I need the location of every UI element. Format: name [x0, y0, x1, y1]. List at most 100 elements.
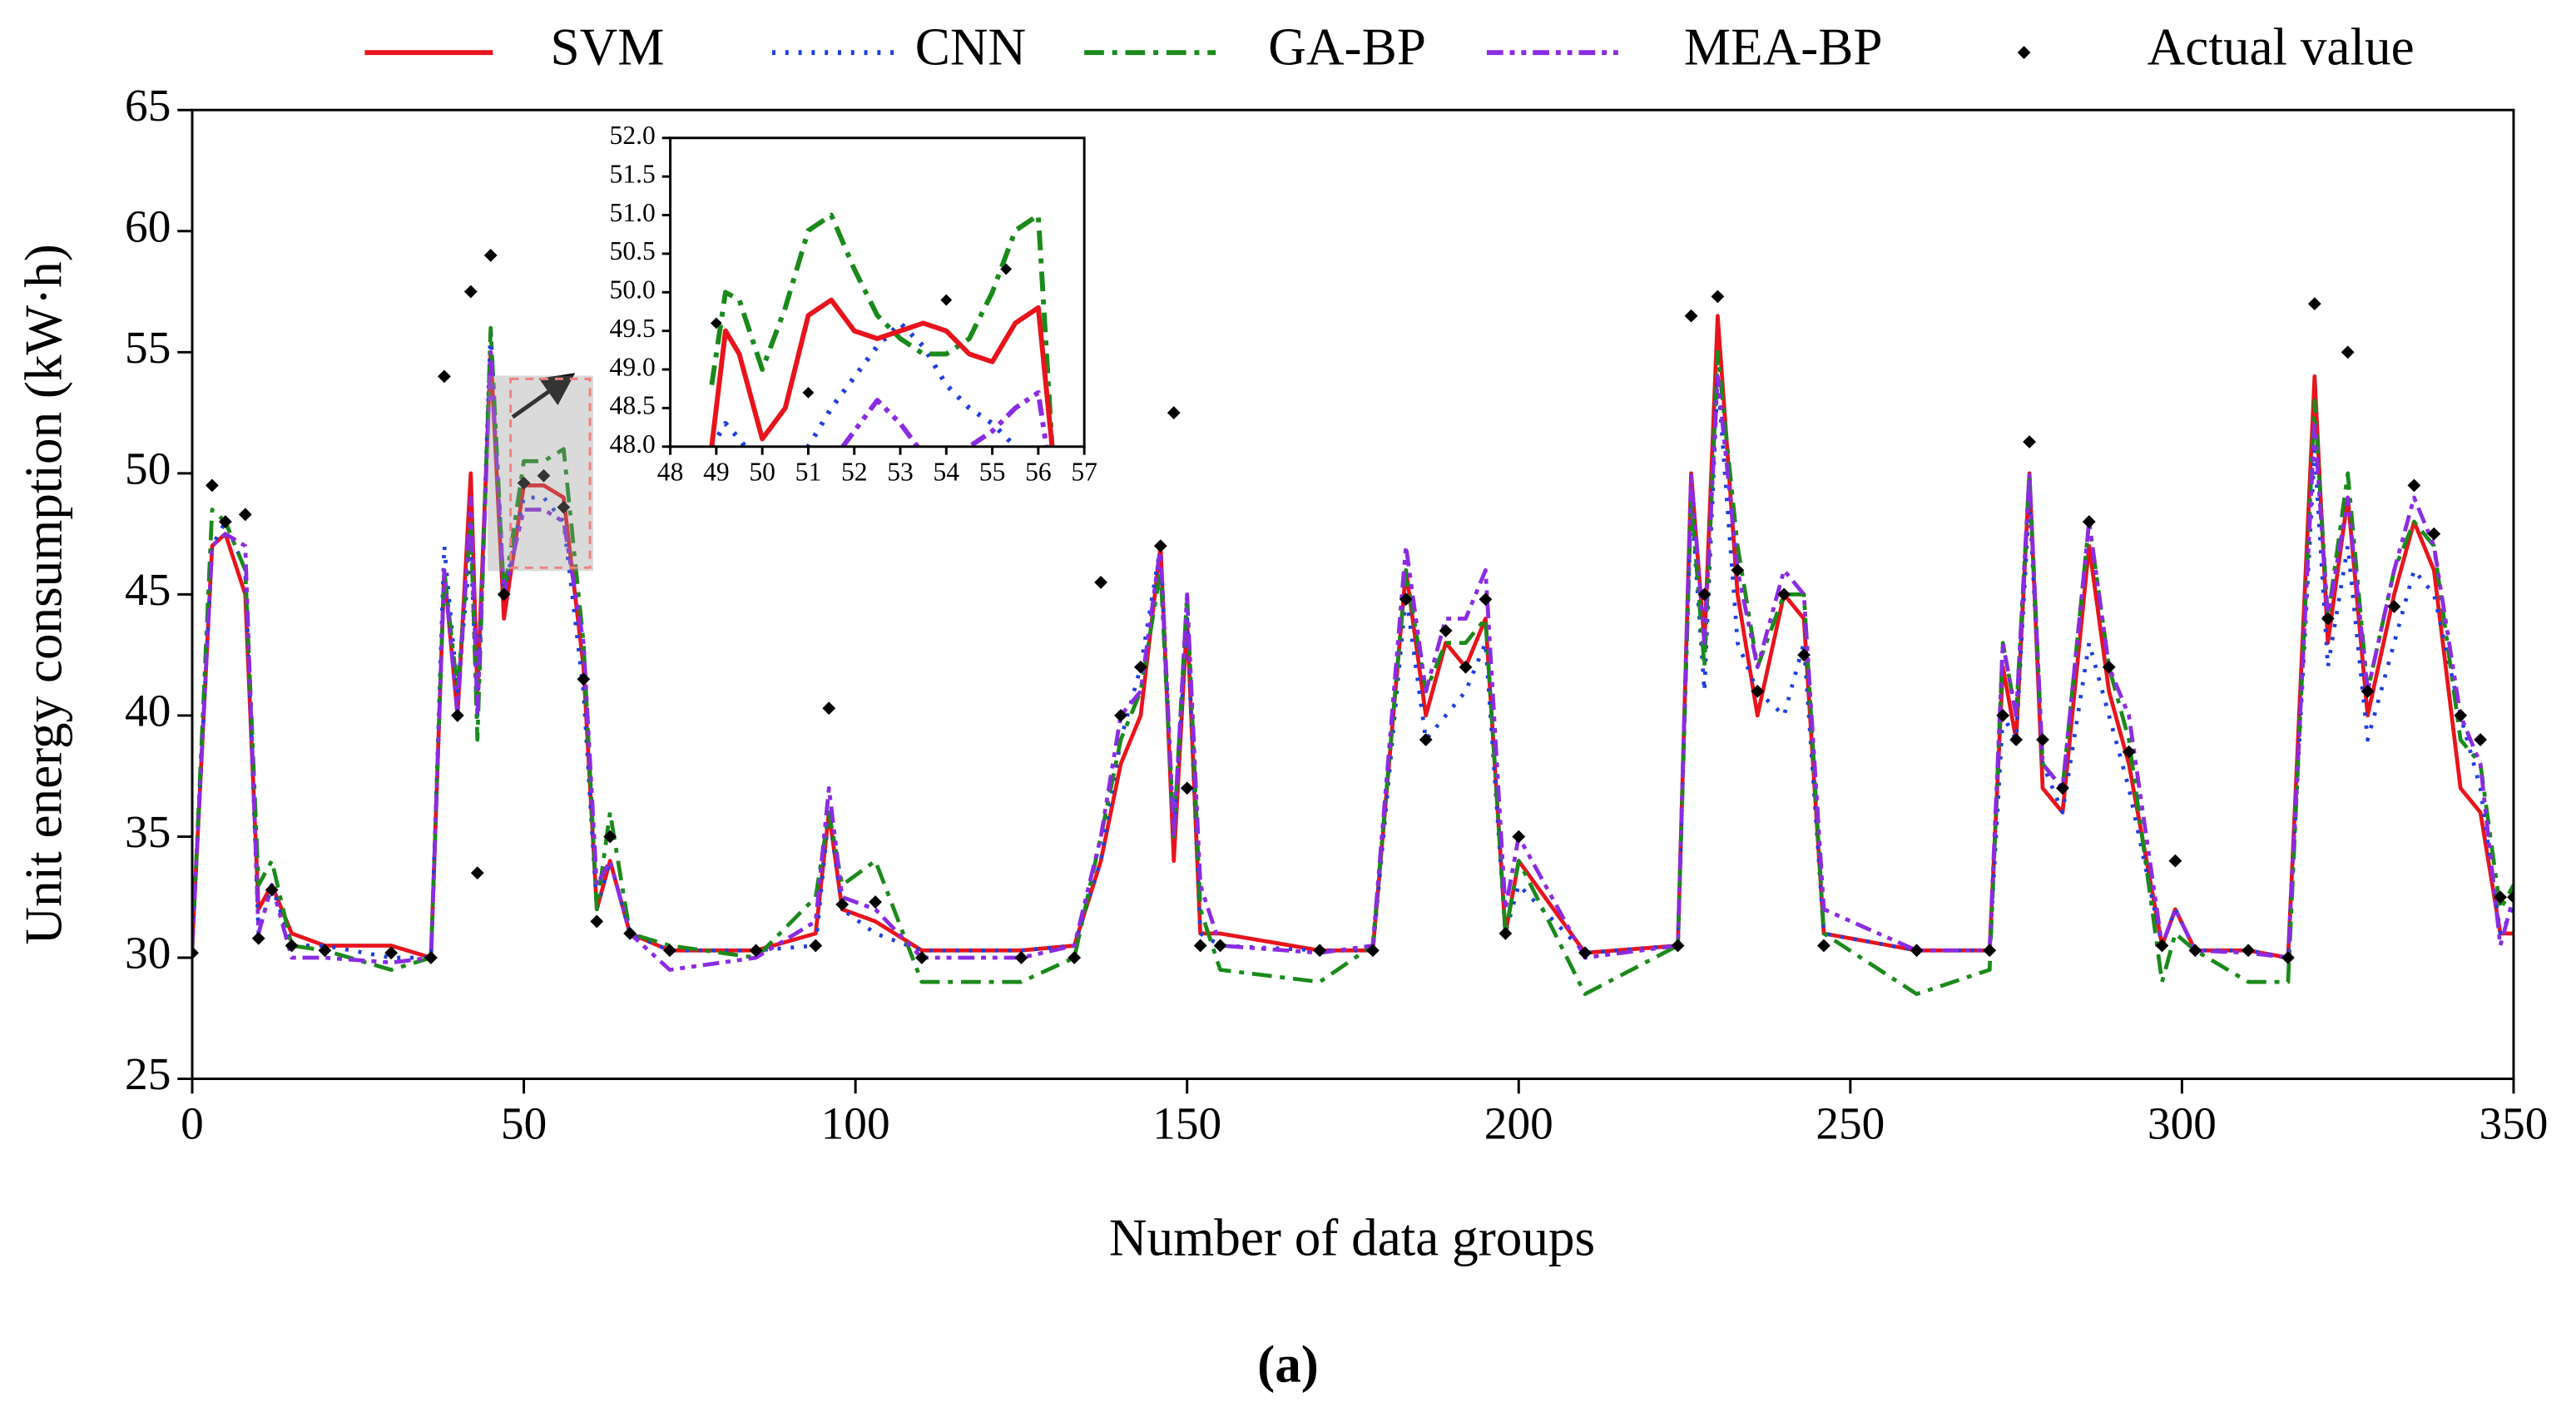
- actual-point: [1134, 660, 1147, 674]
- actual-point: [470, 866, 484, 880]
- actual-point: [2341, 345, 2355, 359]
- actual-point: [318, 944, 332, 958]
- x-tick-label: 56: [1025, 458, 1052, 487]
- actual-point: [384, 946, 399, 960]
- actual-point: [1910, 944, 1924, 958]
- x-tick-label: 200: [1484, 1097, 1553, 1148]
- plot-area: [192, 248, 2514, 997]
- actual-point: [1399, 592, 1413, 607]
- y-tick-label: 30: [125, 928, 171, 979]
- x-tick-label: 55: [979, 458, 1006, 487]
- actual-point: [2494, 890, 2507, 904]
- actual-point: [2307, 297, 2321, 310]
- actual-point: [2242, 944, 2256, 958]
- actual-point: [1711, 290, 1725, 304]
- actual-point: [2454, 709, 2468, 722]
- actual-point: [483, 248, 498, 262]
- y-tick-label: 48.0: [610, 429, 656, 458]
- legend-label: GA-BP: [1268, 18, 1426, 77]
- actual-point: [497, 587, 511, 602]
- actual-point: [2082, 515, 2096, 528]
- actual-point: [1479, 592, 1493, 607]
- actual-point: [265, 883, 279, 897]
- actual-point: [1983, 944, 1997, 958]
- legend-label: CNN: [915, 18, 1026, 77]
- actual-point: [1419, 733, 1433, 746]
- actual-point: [577, 672, 591, 686]
- zoom-region: [487, 375, 594, 572]
- actual-point: [2009, 733, 2024, 746]
- x-tick-label: 57: [1071, 458, 1097, 487]
- actual-point: [940, 294, 953, 306]
- x-tick-label: 150: [1152, 1097, 1221, 1148]
- legend-label: Actual value: [2147, 18, 2415, 77]
- y-tick-label: 49.0: [610, 352, 656, 381]
- series-line: [192, 325, 2514, 997]
- legend-label: SVM: [550, 18, 664, 77]
- actual-point: [1366, 944, 1380, 958]
- plot-frame: [191, 108, 2515, 1081]
- actual-point: [1094, 575, 1107, 589]
- actual-point: [2023, 435, 2036, 448]
- actual-point: [1817, 939, 1830, 953]
- actual-point: [285, 939, 299, 953]
- actual-point: [1751, 684, 1765, 698]
- plot-frame: [669, 136, 1086, 448]
- actual-point: [2056, 781, 2069, 795]
- actual-point: [1797, 648, 1811, 662]
- y-tick-label: 51.0: [610, 198, 656, 227]
- actual-point: [424, 951, 438, 964]
- actual-point: [438, 369, 451, 384]
- actual-point: [218, 515, 232, 528]
- actual-point: [2321, 612, 2335, 626]
- actual-point: [1578, 946, 1592, 960]
- y-tick-label: 25: [125, 1048, 171, 1099]
- actual-point: [710, 317, 722, 329]
- actual-point: [2168, 854, 2182, 868]
- actual-point: [869, 895, 882, 909]
- actual-point: [251, 931, 265, 945]
- x-tick-label: 0: [181, 1097, 204, 1148]
- x-tick-label: 54: [934, 458, 960, 487]
- series-line: [192, 349, 2514, 972]
- x-tick-label: 48: [657, 458, 684, 487]
- actual-point: [450, 709, 464, 722]
- x-tick-label: 50: [501, 1097, 547, 1148]
- actual-point: [517, 476, 531, 490]
- actual-point: [802, 386, 815, 399]
- y-tick-label: 48.5: [610, 391, 656, 420]
- actual-point: [1512, 830, 1526, 844]
- actual-point: [1671, 939, 1685, 953]
- y-tick-label: 35: [125, 806, 171, 857]
- actual-point: [1684, 309, 1698, 323]
- x-tick-label: 250: [1816, 1097, 1885, 1148]
- actual-point: [835, 898, 850, 911]
- y-tick-label: 55: [125, 322, 171, 373]
- actual-point: [2474, 733, 2488, 746]
- actual-point: [2507, 890, 2514, 904]
- y-tick-label: 45: [125, 564, 171, 615]
- actual-point: [1697, 587, 1712, 602]
- actual-point: [2036, 733, 2049, 746]
- actual-point: [2122, 745, 2136, 759]
- y-tick-label: 52.0: [610, 121, 656, 150]
- y-axis-label: Unit energy consumption (kW·h): [15, 244, 73, 944]
- actual-point: [1996, 709, 2010, 722]
- y-tick-label: 50.0: [610, 275, 656, 305]
- y-tick-label: 50: [125, 443, 171, 494]
- actual-point: [463, 285, 478, 299]
- x-tick-label: 100: [821, 1097, 890, 1148]
- actual-point: [1213, 939, 1227, 953]
- y-tick-label: 50.5: [610, 236, 656, 265]
- actual-point: [557, 500, 571, 514]
- caption: (a): [1257, 1335, 1319, 1393]
- actual-point: [2102, 660, 2116, 674]
- x-axis-label: Number of data groups: [1109, 1208, 1595, 1266]
- actual-point: [1167, 406, 1181, 419]
- actual-point: [663, 944, 676, 958]
- actual-point: [2387, 600, 2401, 613]
- y-tick-label: 49.5: [610, 314, 656, 343]
- actual-point: [1459, 660, 1473, 674]
- actual-point: [1068, 951, 1082, 964]
